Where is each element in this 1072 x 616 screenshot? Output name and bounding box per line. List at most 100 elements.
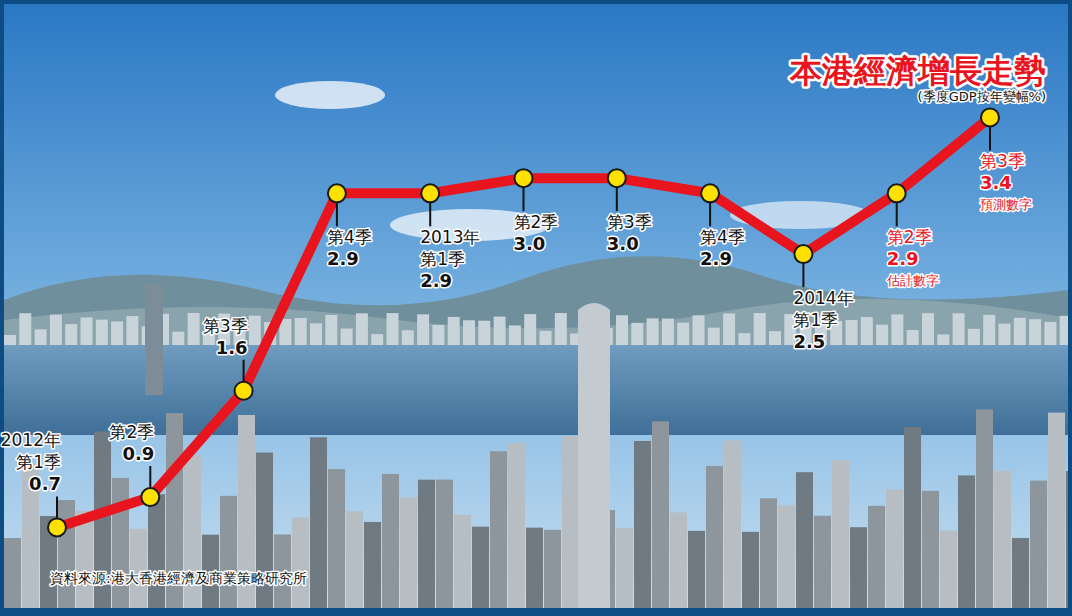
far-building	[953, 313, 965, 345]
point	[328, 184, 346, 202]
category-label: 第3季	[203, 316, 248, 336]
leader	[56, 496, 58, 518]
far-building	[907, 330, 919, 345]
far-building	[295, 318, 307, 345]
cloud	[275, 81, 385, 109]
building	[472, 527, 489, 608]
category-line: 第1季	[793, 310, 838, 330]
far-building	[463, 320, 475, 345]
value-label: 1.6	[216, 337, 248, 358]
building	[958, 475, 975, 608]
far-building	[432, 325, 444, 345]
building	[346, 511, 363, 608]
far-building	[631, 323, 643, 345]
point	[515, 169, 533, 187]
far-building	[922, 313, 934, 345]
far-building	[50, 315, 62, 345]
leader	[429, 202, 431, 226]
category-label: 2013年第1季	[420, 227, 480, 269]
building	[436, 480, 453, 608]
building	[220, 496, 237, 608]
tower-top	[578, 303, 610, 310]
leader	[523, 187, 525, 211]
far-building	[937, 334, 949, 345]
far-building	[356, 313, 368, 345]
building	[994, 471, 1011, 608]
far-building	[402, 330, 414, 345]
category-label: 第4季	[327, 227, 372, 247]
value-label: 3.0	[514, 233, 546, 254]
building	[1048, 413, 1065, 608]
leader	[989, 126, 991, 150]
far-building	[846, 320, 858, 345]
subtitle: (季度GDP按年變幅%)	[918, 89, 1046, 104]
far-building	[249, 316, 261, 345]
category-label: 第3季	[607, 212, 652, 232]
far-building	[861, 317, 873, 345]
point	[794, 245, 812, 263]
far-building	[111, 321, 123, 345]
category-line: 第3季	[980, 151, 1025, 171]
category-line: 第4季	[700, 227, 745, 247]
building	[706, 466, 723, 608]
far-building	[448, 317, 460, 345]
far-building	[662, 319, 674, 345]
value-label: 2.9	[700, 248, 732, 269]
category-line: 2014年	[793, 288, 853, 308]
far-building	[723, 313, 735, 345]
building	[796, 472, 813, 608]
building	[562, 436, 579, 608]
building	[724, 440, 741, 608]
leader	[243, 360, 245, 382]
tower	[578, 310, 610, 608]
far-building	[188, 313, 200, 345]
building	[652, 421, 669, 608]
sky	[4, 4, 1068, 608]
point	[888, 184, 906, 202]
far-building	[494, 317, 506, 345]
category-line: 第3季	[203, 316, 248, 336]
category-line: 2013年	[420, 227, 480, 247]
building	[760, 498, 777, 608]
far-building	[81, 317, 93, 345]
far-building	[876, 325, 888, 345]
value-label: 3.4	[980, 172, 1012, 193]
leader	[709, 202, 711, 226]
building	[58, 500, 75, 608]
far-building	[1014, 318, 1026, 345]
point	[608, 169, 626, 187]
building	[508, 443, 525, 608]
value-label: 2.9	[327, 248, 359, 269]
building	[490, 451, 507, 608]
building	[130, 529, 147, 608]
building	[940, 530, 957, 608]
building	[904, 427, 921, 608]
category-line: 第4季	[327, 227, 372, 247]
building	[148, 494, 165, 608]
category-label: 第4季	[700, 227, 745, 247]
far-building	[417, 314, 429, 345]
value-label: 2.9	[887, 248, 919, 269]
gdp-line	[57, 117, 990, 527]
building	[886, 489, 903, 608]
point	[235, 382, 253, 400]
frame	[0, 0, 1072, 616]
tower	[145, 285, 163, 395]
far-building	[35, 329, 47, 345]
far-building	[65, 324, 77, 345]
point	[141, 488, 159, 506]
far-building	[371, 334, 383, 345]
value-label: 3.0	[607, 233, 639, 254]
building	[1030, 481, 1047, 608]
far-building	[677, 323, 689, 345]
title: 本港經濟增長走勢	[789, 52, 1046, 90]
value-label: 0.7	[29, 473, 61, 494]
harbour	[4, 345, 1068, 435]
far-building	[708, 328, 720, 345]
building	[778, 505, 795, 608]
far-building	[325, 315, 337, 345]
building	[328, 469, 345, 608]
far-building	[387, 313, 399, 345]
building	[1012, 538, 1029, 608]
category-line: 第2季	[109, 422, 154, 442]
